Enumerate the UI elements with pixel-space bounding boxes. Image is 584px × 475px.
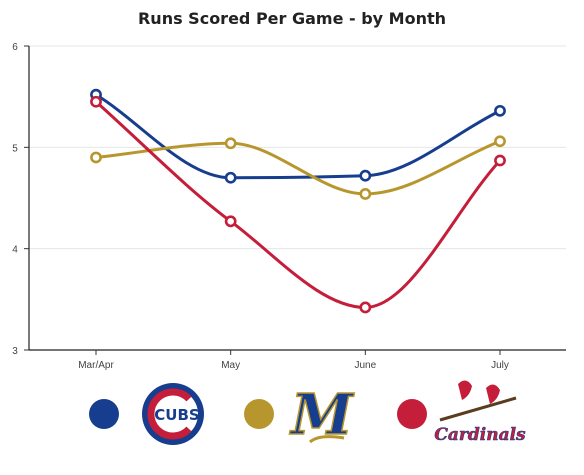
axes: 3 4 5 6 Mar/Apr May June July	[12, 42, 566, 371]
legend-item-brewers[interactable]: M	[244, 381, 356, 449]
legend-swatch	[244, 399, 274, 429]
series-lines	[90, 88, 506, 314]
legend-swatch	[89, 399, 119, 429]
y-tick-label: 3	[12, 346, 18, 357]
x-tick-label: May	[221, 360, 240, 371]
grid	[29, 45, 566, 250]
data-point-cardinals[interactable]	[494, 154, 506, 167]
data-point-cubs[interactable]	[494, 104, 506, 117]
data-point-cardinals[interactable]	[359, 301, 372, 314]
y-tick-label: 6	[12, 42, 18, 53]
cardinals-logo-text: Cardinals	[434, 425, 526, 445]
x-tick-label: June	[354, 360, 376, 371]
legend-item-cubs[interactable]: CUBS	[89, 383, 204, 445]
y-tick-label: 4	[12, 245, 18, 256]
data-point-cardinals[interactable]	[90, 95, 102, 108]
x-tick-label: July	[491, 360, 509, 371]
data-point-brewers[interactable]	[90, 151, 102, 164]
chart-title: Runs Scored Per Game - by Month	[137, 9, 447, 28]
cardinals-logo: Cardinals	[434, 380, 526, 445]
y-tick-label: 5	[12, 143, 18, 154]
legend: CUBS M Cardinals	[89, 380, 526, 449]
data-point-cubs[interactable]	[359, 169, 372, 182]
brewers-logo: M	[288, 381, 356, 449]
data-point-brewers[interactable]	[224, 137, 237, 150]
data-point-cubs[interactable]	[224, 171, 237, 184]
data-point-cardinals[interactable]	[224, 215, 237, 228]
x-tick-label: Mar/Apr	[78, 360, 114, 371]
brewers-logo-text: M	[289, 382, 355, 448]
data-point-brewers[interactable]	[359, 188, 372, 200]
series-line-cubs	[94, 93, 502, 180]
data-point-brewers[interactable]	[494, 135, 506, 148]
cubs-logo-text: CUBS	[154, 406, 199, 424]
series-line-cardinals	[94, 100, 502, 309]
legend-swatch	[397, 399, 427, 429]
cubs-logo: CUBS	[142, 383, 204, 445]
series-line-brewers	[94, 139, 502, 196]
legend-item-cardinals[interactable]: Cardinals	[397, 380, 526, 445]
